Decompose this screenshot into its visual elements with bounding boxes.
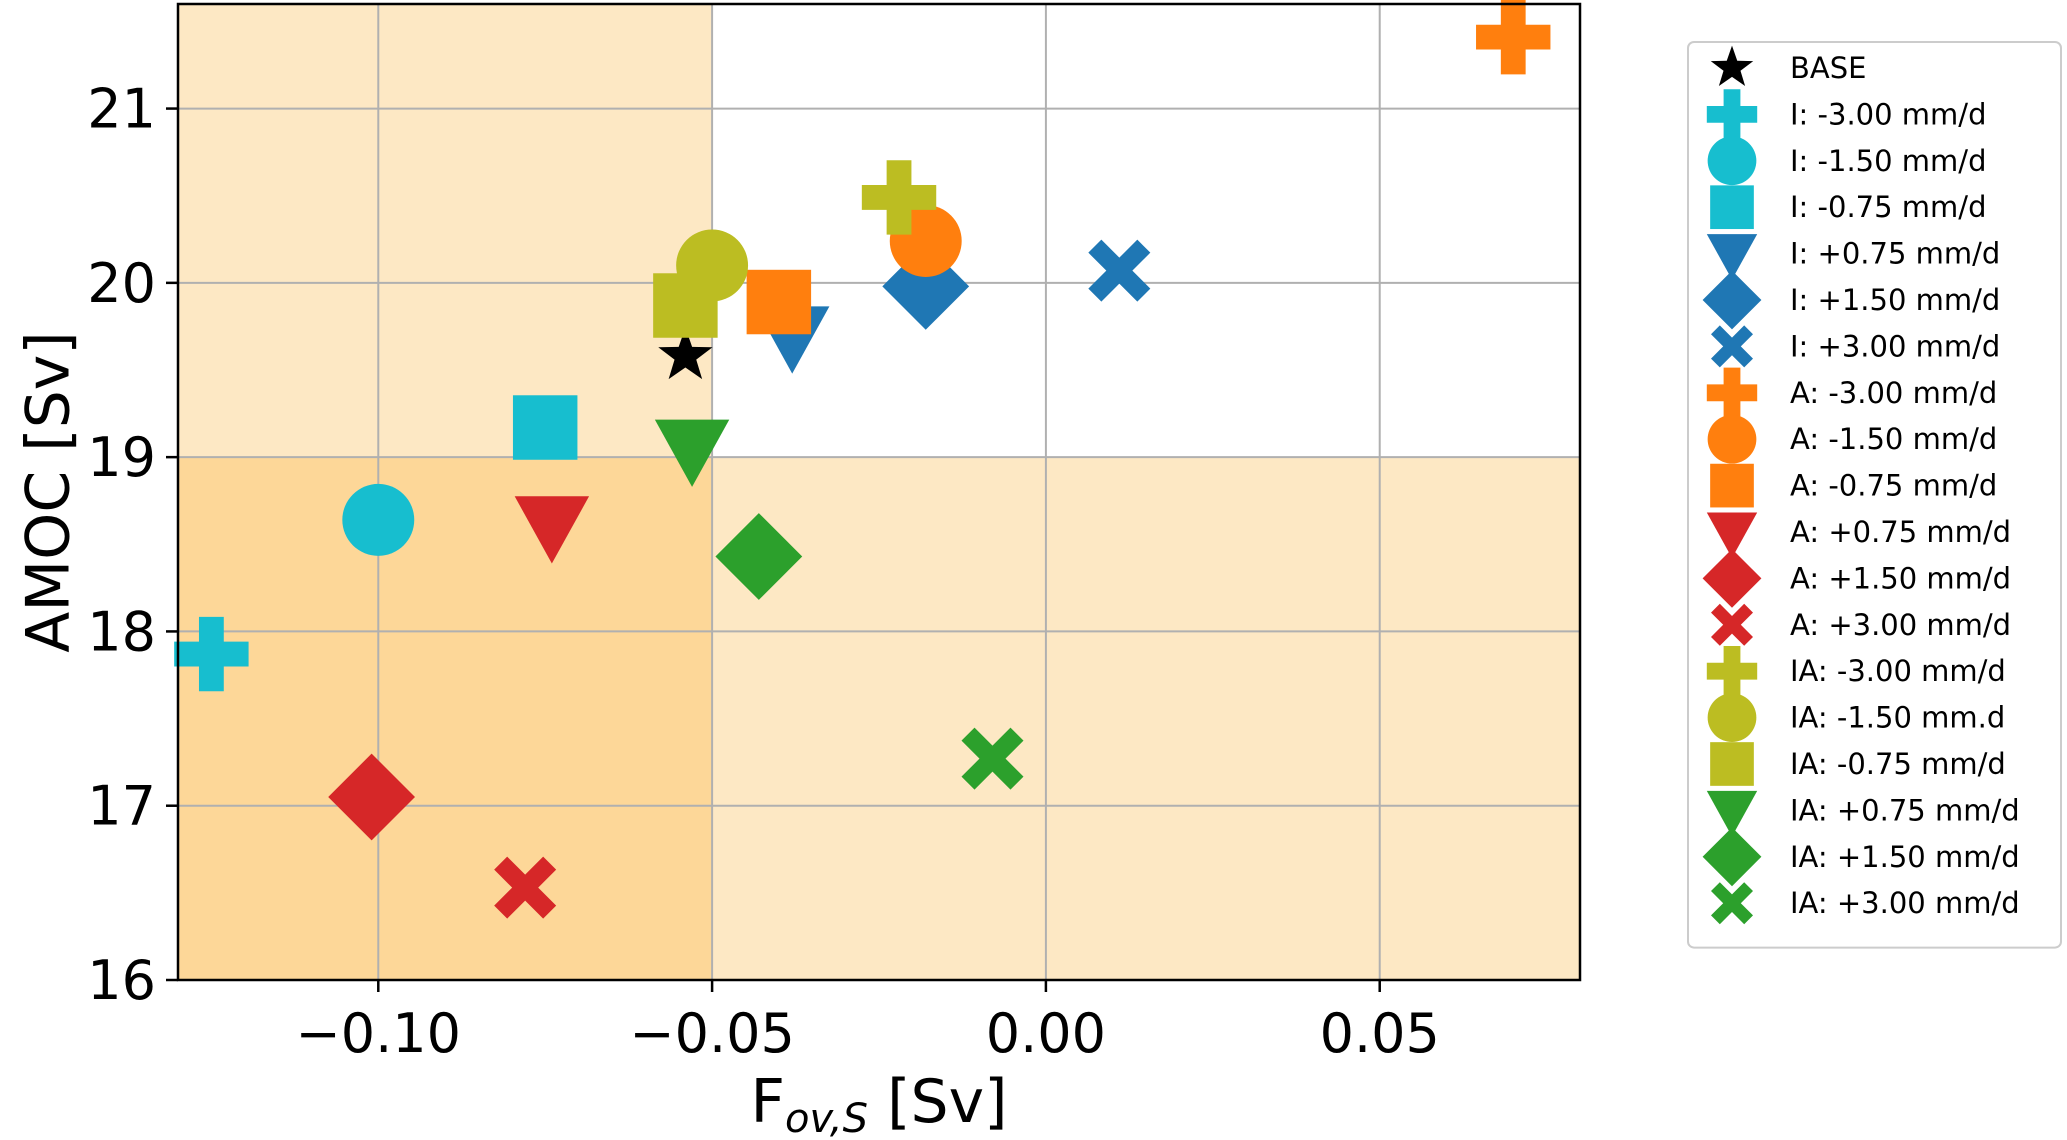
x-axis-label-unit: [Sv] (868, 1067, 1007, 1137)
data-point (654, 419, 730, 487)
legend-item: A: -1.50 mm/d (1707, 414, 1997, 464)
legend-marker (1710, 742, 1754, 786)
x-tick-label: 0.05 (1320, 1002, 1440, 1065)
x-axis-label-main: F (751, 1067, 786, 1137)
legend-label: I: -1.50 mm/d (1790, 144, 1986, 178)
data-point (494, 856, 557, 919)
legend-marker (1711, 325, 1753, 368)
legend-marker (1707, 414, 1757, 464)
legend-item: IA: -1.50 mm.d (1707, 693, 2005, 742)
legend-marker (1706, 512, 1758, 559)
data-point (328, 753, 416, 841)
x-axis-label: Fov,S [Sv] (751, 1067, 1008, 1140)
data-point (1088, 239, 1151, 302)
data-point (342, 483, 415, 556)
legend-marker (1710, 185, 1754, 230)
legend-item: IA: -0.75 mm/d (1710, 742, 2006, 786)
shade-overlap (178, 457, 713, 981)
quadrant-shading (178, 4, 1580, 981)
legend-marker (1702, 827, 1762, 887)
legend-label: IA: -3.00 mm/d (1790, 654, 2006, 688)
legend-item: A: +1.50 mm/d (1702, 549, 2011, 608)
legend-item: A: +3.00 mm/d (1711, 603, 2011, 646)
legend-marker (1702, 270, 1762, 330)
legend-label: I: +3.00 mm/d (1790, 329, 2000, 363)
legend-label: I: -3.00 mm/d (1790, 97, 1986, 131)
x-tick-label: −0.10 (296, 1002, 461, 1065)
legend-item: A: -0.75 mm/d (1710, 463, 1997, 508)
x-tick-label: −0.05 (629, 1002, 794, 1065)
plot-frame (176, 2, 1582, 982)
legend-label: BASE (1790, 51, 1866, 85)
legend-item: BASE (1710, 45, 1866, 87)
legend-marker (1702, 549, 1762, 608)
legend-marker (1707, 693, 1757, 742)
legend-marker (1710, 463, 1754, 508)
legend-marker (1706, 646, 1758, 697)
legend-marker (1706, 367, 1758, 418)
y-tick-label: 21 (87, 78, 156, 141)
data-points (174, 0, 1551, 919)
legend-label: A: +1.50 mm/d (1790, 561, 2011, 595)
legend-marker (1706, 89, 1758, 140)
legend-item: A: -3.00 mm/d (1706, 367, 1997, 418)
x-tick-label: 0.00 (986, 1002, 1106, 1065)
legend-item: IA: +0.75 mm/d (1706, 790, 2020, 837)
legend-item: I: -0.75 mm/d (1710, 185, 1986, 230)
legend: BASE I: -3.00 mm/d I: -1.50 mm/d I: -0.75 m… (1687, 41, 2062, 949)
y-tick-label: 16 (87, 949, 156, 1012)
legend-item: I: -3.00 mm/d (1706, 89, 1986, 140)
legend-label: IA: -0.75 mm/d (1790, 747, 2006, 781)
legend-item: I: +0.75 mm/d (1706, 234, 2000, 280)
y-tick-label: 18 (87, 600, 156, 663)
legend-marker (1706, 234, 1758, 280)
data-point (174, 616, 249, 692)
y-axis-label: AMOC [Sv] (14, 331, 84, 652)
x-axis-ticks: −0.10 −0.05 0.00 0.05 (296, 980, 1440, 1065)
y-tick-label: 20 (87, 252, 156, 315)
legend-marker (1706, 790, 1758, 837)
x-axis-label-subscript: ov,S (785, 1096, 868, 1140)
legend-item: I: +1.50 mm/d (1702, 270, 2000, 330)
legend-marker (1711, 603, 1753, 646)
legend-label: IA: +0.75 mm/d (1790, 793, 2020, 827)
legend-label: A: -0.75 mm/d (1790, 469, 1997, 503)
legend-label: I: -0.75 mm/d (1790, 190, 1986, 224)
data-point (961, 727, 1024, 790)
legend-label: A: -1.50 mm/d (1790, 422, 1997, 456)
legend-item: I: +3.00 mm/d (1711, 325, 2000, 368)
data-point (1476, 0, 1551, 75)
legend-marker (1710, 45, 1754, 87)
y-tick-label: 17 (87, 775, 156, 838)
legend-marker (1707, 136, 1757, 186)
legend-label: IA: -1.50 mm.d (1790, 701, 2005, 735)
legend-item: I: -1.50 mm/d (1707, 136, 1986, 186)
legend-item: IA: +1.50 mm/d (1702, 827, 2020, 887)
data-point (861, 160, 937, 235)
legend-marker (1711, 882, 1753, 925)
y-axis-ticks: 16 17 18 19 20 21 (87, 78, 178, 1012)
data-point (653, 273, 718, 338)
data-point (882, 242, 970, 330)
legend-box (1687, 41, 2062, 949)
legend-item: A: +0.75 mm/d (1706, 512, 2011, 559)
y-tick-label: 19 (87, 426, 156, 489)
legend-label: I: +1.50 mm/d (1790, 283, 2000, 317)
data-point (514, 496, 590, 564)
data-point (746, 269, 812, 335)
legend-label: I: +0.75 mm/d (1790, 237, 2000, 271)
legend-item: IA: +3.00 mm/d (1711, 882, 2020, 925)
legend-label: A: -3.00 mm/d (1790, 376, 1997, 410)
legend-label: IA: +1.50 mm/d (1790, 840, 2020, 874)
data-point (658, 327, 713, 380)
legend-label: A: +3.00 mm/d (1790, 608, 2011, 642)
legend-item: IA: -3.00 mm/d (1706, 646, 2006, 697)
legend-label: IA: +3.00 mm/d (1790, 886, 2020, 920)
legend-label: A: +0.75 mm/d (1790, 515, 2011, 549)
data-point (715, 513, 803, 600)
data-point (512, 395, 578, 460)
